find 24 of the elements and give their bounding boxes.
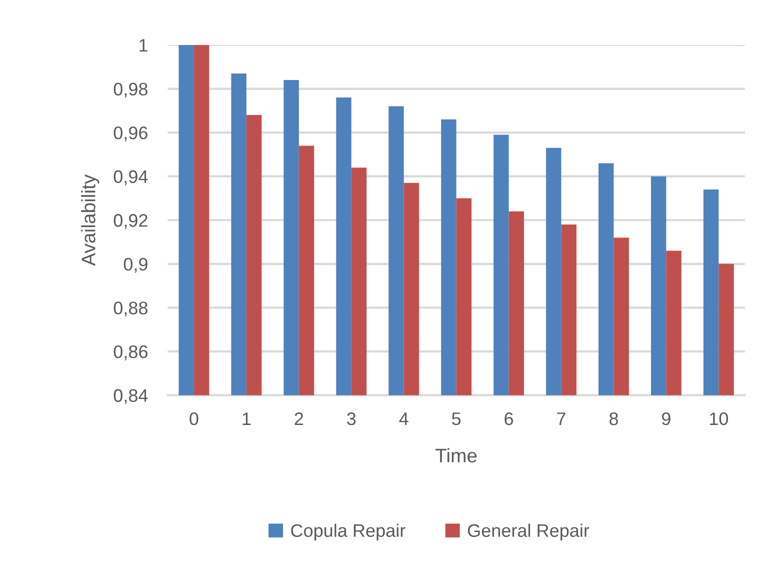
y-axis-title: Availability xyxy=(81,174,100,266)
y-tick-label: 0,84 xyxy=(114,389,148,404)
y-tick-label: 0,98 xyxy=(114,82,148,98)
y-tick-label: 0,92 xyxy=(114,214,148,229)
x-tick-label: 0 xyxy=(190,412,198,426)
y-tick-label: 1 xyxy=(140,39,148,52)
y-tick-label: 0,88 xyxy=(114,302,148,317)
x-axis-title: Time xyxy=(436,448,477,462)
x-tick-label: 6 xyxy=(504,412,513,426)
y-tick-label: 0,96 xyxy=(114,126,148,142)
x-tick-label: 5 xyxy=(452,412,461,426)
y-tick-label: 0,9 xyxy=(124,258,148,273)
x-tick-label: 8 xyxy=(609,412,618,426)
y-tick-label: 0,94 xyxy=(114,170,148,186)
legend-label: General Repair xyxy=(468,524,590,541)
x-tick-label: 1 xyxy=(242,412,251,425)
x-tick-label: 7 xyxy=(557,412,566,425)
x-tick-label: 3 xyxy=(347,412,356,426)
x-tick-label: 2 xyxy=(294,412,303,425)
x-tick-label: 4 xyxy=(399,412,408,425)
y-tick-label: 0,86 xyxy=(114,345,148,360)
x-tick-label: 10 xyxy=(710,412,728,426)
legend-label: Copula Repair xyxy=(291,524,406,541)
x-tick-label: 9 xyxy=(662,412,670,426)
